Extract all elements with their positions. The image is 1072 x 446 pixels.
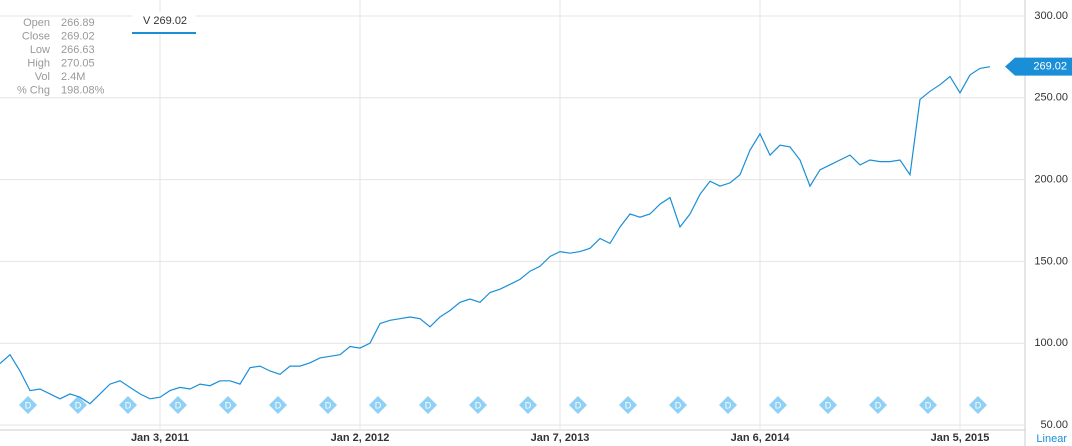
dividend-icon xyxy=(519,396,537,414)
dividend-label: D xyxy=(375,400,382,410)
dividend-marker: D xyxy=(719,396,737,414)
dividend-marker: D xyxy=(419,396,437,414)
scale-label[interactable]: Linear xyxy=(1036,433,1067,445)
symbol: V xyxy=(143,15,151,27)
dividend-marker: D xyxy=(319,396,337,414)
plot: 269.02 xyxy=(0,57,1072,405)
price-tag xyxy=(1005,57,1072,76)
dividend-label: D xyxy=(25,400,32,410)
symbol-box xyxy=(132,12,196,32)
info-panel: Open 266.89 Close 269.02 Low 266.63 High 270.05… xyxy=(17,17,105,97)
dividend-marker: D xyxy=(119,396,137,414)
symbol-price: 269.02 xyxy=(153,15,187,27)
info-value: 270.05 xyxy=(61,57,95,69)
x-tick-label: Jan 7, 2013 xyxy=(531,432,590,444)
price-tag-label: 269.02 xyxy=(1033,61,1067,73)
info-label: Low xyxy=(30,44,50,56)
dividend-icon xyxy=(969,396,987,414)
info-label: Open xyxy=(23,17,50,29)
dividend-icon xyxy=(369,396,387,414)
dividend-label: D xyxy=(625,400,632,410)
dividend-icon xyxy=(769,396,787,414)
y-tick-label: 100.00 xyxy=(1034,337,1068,349)
dividend-label: D xyxy=(875,400,882,410)
info-value: 266.89 xyxy=(61,17,95,29)
price-line xyxy=(0,66,991,405)
info-label: High xyxy=(27,57,50,69)
dividend-icon xyxy=(319,396,337,414)
dividend-marker: D xyxy=(569,396,587,414)
dividend-marker: D xyxy=(769,396,787,414)
dividend-marker: D xyxy=(619,396,637,414)
dividend-marker: D xyxy=(819,396,837,414)
dividend-label: D xyxy=(75,400,82,410)
dividend-label: D xyxy=(475,400,482,410)
dividend-marker: D xyxy=(269,396,287,414)
dividend-icon xyxy=(919,396,937,414)
info-value: 198.08% xyxy=(61,84,105,96)
dividend-icon xyxy=(869,396,887,414)
dividend-icon xyxy=(569,396,587,414)
y-tick-label: 200.00 xyxy=(1034,174,1068,186)
dividend-marker: D xyxy=(519,396,537,414)
info-label: % Chg xyxy=(17,84,50,96)
x-tick-label: Jan 2, 2012 xyxy=(331,432,390,444)
dividend-label: D xyxy=(275,400,282,410)
dividend-marker: D xyxy=(669,396,687,414)
dividend-icon xyxy=(819,396,837,414)
dividend-label: D xyxy=(325,400,332,410)
dividend-icon xyxy=(269,396,287,414)
dividend-icon xyxy=(469,396,487,414)
dividend-marker: D xyxy=(19,396,37,414)
dividend-label: D xyxy=(975,400,982,410)
y-tick-label: 150.00 xyxy=(1034,255,1068,267)
dividend-icon xyxy=(669,396,687,414)
x-tick-label: Jan 3, 2011 xyxy=(131,432,189,444)
dividend-label: D xyxy=(525,400,532,410)
dividend-icon xyxy=(419,396,437,414)
dividend-marker: D xyxy=(919,396,937,414)
dividend-icon xyxy=(69,396,87,414)
info-value: 266.63 xyxy=(61,44,95,56)
dividend-label: D xyxy=(925,400,932,410)
dividend-label: D xyxy=(125,400,132,410)
symbol-label: V 269.02 xyxy=(143,15,187,27)
dividend-marker: D xyxy=(219,396,237,414)
dividend-label: D xyxy=(825,400,832,410)
dividend-icon xyxy=(119,396,137,414)
dividend-icon xyxy=(719,396,737,414)
y-tick-label: 300.00 xyxy=(1034,10,1068,22)
y-tick-label: 50.00 xyxy=(1040,419,1068,431)
info-label: Vol xyxy=(35,71,50,83)
dividend-label: D xyxy=(425,400,432,410)
info-value: 269.02 xyxy=(61,30,95,42)
dividend-label: D xyxy=(725,400,732,410)
info-label: Close xyxy=(22,30,50,42)
dividend-icon xyxy=(619,396,637,414)
dividend-marker: D xyxy=(69,396,87,414)
dividend-icon xyxy=(169,396,187,414)
dividend-label: D xyxy=(575,400,582,410)
dividend-label: D xyxy=(775,400,782,410)
dividend-label: D xyxy=(675,400,682,410)
dividend-marker: D xyxy=(469,396,487,414)
dividend-marker: D xyxy=(869,396,887,414)
dividend-label: D xyxy=(225,400,232,410)
dividend-icon xyxy=(219,396,237,414)
x-tick-label: Jan 6, 2014 xyxy=(731,432,791,444)
x-tick-label: Jan 5, 2015 xyxy=(931,432,990,444)
dividend-marker: D xyxy=(969,396,987,414)
dividend-marker: D xyxy=(169,396,187,414)
dividend-label: D xyxy=(175,400,182,410)
dividend-icon xyxy=(19,396,37,414)
info-value: 2.4M xyxy=(61,71,85,83)
dividend-marker: D xyxy=(369,396,387,414)
y-tick-label: 250.00 xyxy=(1034,92,1068,104)
